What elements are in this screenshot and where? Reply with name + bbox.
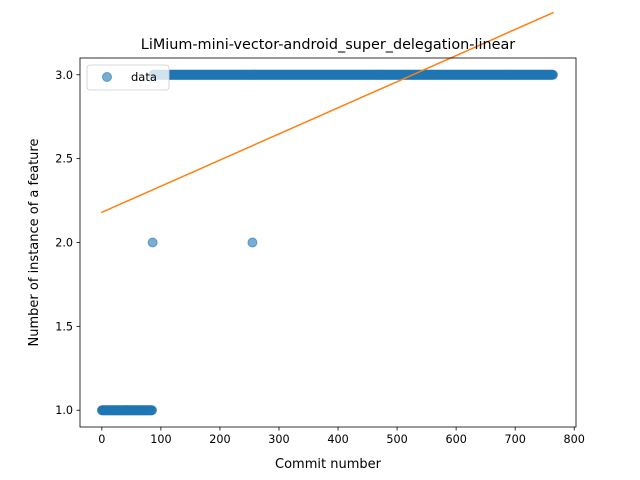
legend-marker-data — [102, 72, 112, 82]
data-point — [547, 69, 558, 80]
y-tick-label: 1.5 — [55, 320, 73, 333]
x-tick-label: 0 — [98, 433, 105, 446]
chart-title: LiMium-mini-vector-android_super_delegat… — [141, 37, 515, 53]
data-point — [147, 405, 158, 416]
y-axis-ticks: 1.0 1.5 2.0 2.5 3.0 — [55, 69, 80, 417]
x-tick-label: 500 — [386, 433, 407, 446]
x-axis-ticks: 0 100 200 300 400 500 600 700 800 — [98, 427, 585, 446]
x-tick-label: 100 — [150, 433, 171, 446]
data-point — [147, 237, 158, 248]
plot-area — [80, 58, 576, 427]
x-tick-label: 200 — [209, 433, 230, 446]
legend-label-data: data — [131, 70, 157, 84]
y-axis-label: Number of instance of a feature — [27, 139, 42, 347]
y-tick-label: 2.0 — [55, 237, 73, 250]
y-tick-label: 2.5 — [55, 153, 73, 166]
fit-layer — [100, 11, 554, 214]
plot-frame — [79, 57, 577, 428]
data-point — [247, 237, 258, 248]
x-tick-label: 700 — [505, 433, 526, 446]
x-tick-label: 600 — [445, 433, 466, 446]
y-tick-label: 3.0 — [55, 69, 73, 82]
x-tick-label: 300 — [268, 433, 289, 446]
legend: data — [86, 64, 170, 91]
legend-box — [86, 64, 170, 91]
x-axis-label: Commit number — [275, 457, 382, 472]
fit-line — [100, 11, 554, 214]
y-tick-label: 1.0 — [55, 404, 73, 417]
x-tick-label: 800 — [564, 433, 585, 446]
x-tick-label: 400 — [327, 433, 348, 446]
